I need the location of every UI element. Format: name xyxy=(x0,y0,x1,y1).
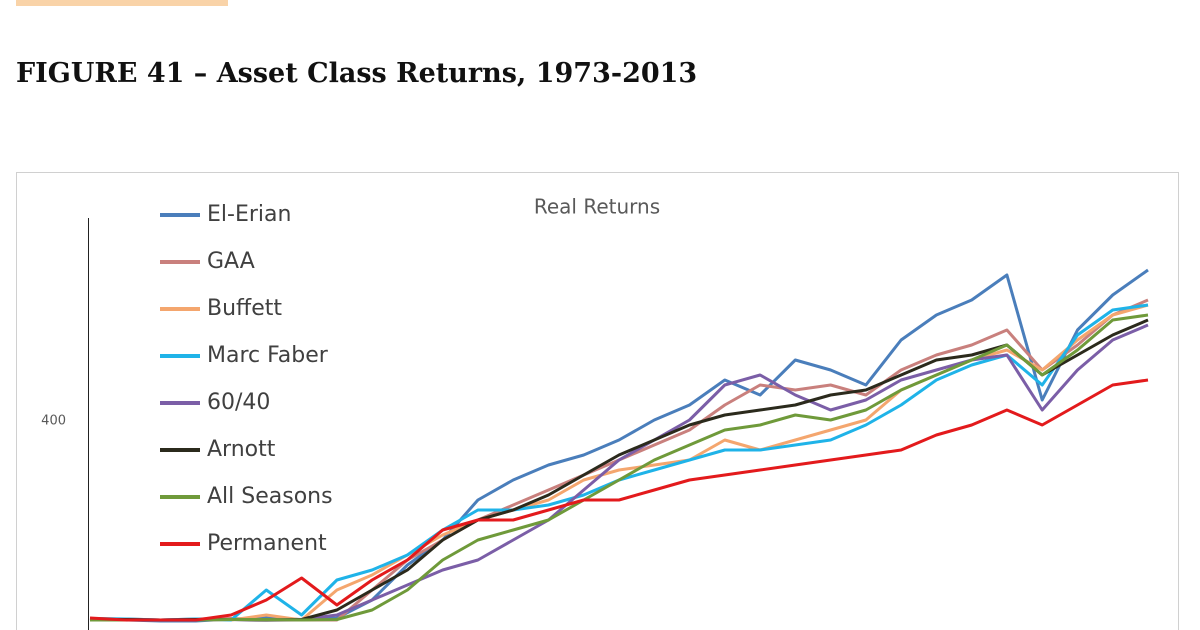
series-line xyxy=(90,323,1149,622)
legend-label: Permanent xyxy=(207,531,327,556)
legend-label: All Seasons xyxy=(207,484,333,509)
series-line xyxy=(89,378,1149,622)
legend-label: 60/40 xyxy=(207,390,270,415)
chart-frame xyxy=(16,172,1179,630)
chart-title: Real Returns xyxy=(534,195,660,219)
banner xyxy=(16,0,228,6)
legend-label: GAA xyxy=(207,249,255,274)
figure-title: FIGURE 41 – Asset Class Returns, 1973-20… xyxy=(16,58,698,89)
legend-label: Marc Faber xyxy=(207,343,329,368)
y-tick-label: 400 xyxy=(41,414,66,429)
plot xyxy=(89,268,1149,623)
legend-label: Buffett xyxy=(207,296,282,321)
legend-label: Arnott xyxy=(207,437,276,462)
legend-label: El-Erian xyxy=(207,202,291,227)
series-line xyxy=(90,313,1149,622)
